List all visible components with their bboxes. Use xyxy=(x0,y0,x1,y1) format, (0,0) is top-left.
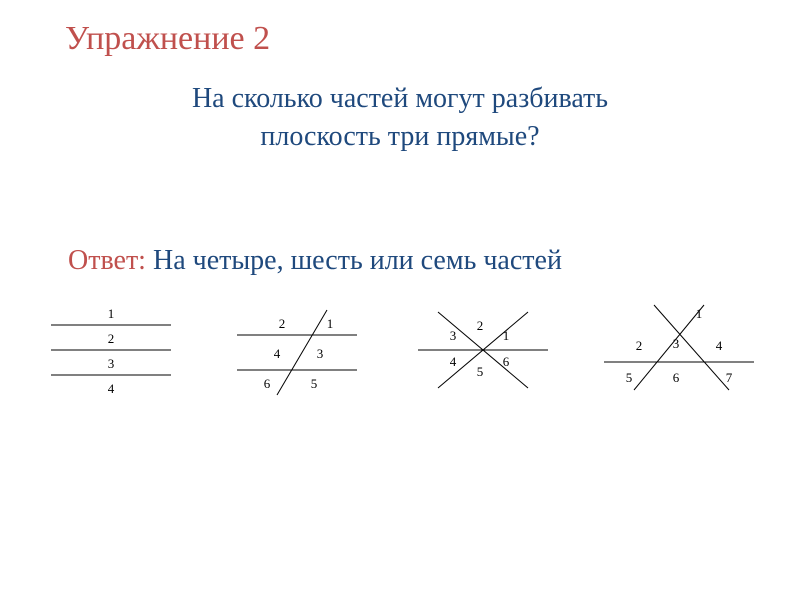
svg-text:1: 1 xyxy=(503,328,510,343)
answer-label: Ответ: xyxy=(68,245,146,276)
svg-text:4: 4 xyxy=(450,354,457,369)
diagrams-row: 1 2 3 4 1 2 3 4 5 6 1 2 3 4 5 6 1 2 3 4 5 6 7 xyxy=(0,300,800,400)
svg-text:2: 2 xyxy=(108,331,115,346)
diagram-3: 1 2 3 4 5 6 xyxy=(408,300,558,400)
svg-text:3: 3 xyxy=(317,346,324,361)
answer-line: Ответ: На четыре, шесть или семь частей xyxy=(68,245,562,277)
svg-text:2: 2 xyxy=(477,318,484,333)
svg-text:1: 1 xyxy=(327,316,334,331)
svg-text:4: 4 xyxy=(716,338,723,353)
svg-text:7: 7 xyxy=(726,370,733,385)
svg-text:3: 3 xyxy=(108,356,115,371)
svg-text:6: 6 xyxy=(503,354,510,369)
svg-text:2: 2 xyxy=(636,338,643,353)
svg-text:3: 3 xyxy=(673,336,680,351)
diagram-2: 1 2 3 4 5 6 xyxy=(222,300,372,400)
question-text: На сколько частей могут разбивать плоско… xyxy=(0,80,800,156)
svg-text:1: 1 xyxy=(696,306,703,321)
svg-text:6: 6 xyxy=(264,376,271,391)
svg-text:4: 4 xyxy=(274,346,281,361)
svg-text:2: 2 xyxy=(279,316,286,331)
question-line-1: На сколько частей могут разбивать xyxy=(192,83,608,114)
svg-text:1: 1 xyxy=(108,306,115,321)
svg-text:6: 6 xyxy=(673,370,680,385)
exercise-title: Упражнение 2 xyxy=(65,20,270,58)
answer-text: На четыре, шесть или семь частей xyxy=(153,245,562,276)
svg-text:5: 5 xyxy=(626,370,633,385)
question-line-2: плоскость три прямые? xyxy=(260,121,539,152)
svg-text:3: 3 xyxy=(450,328,457,343)
svg-text:4: 4 xyxy=(108,381,115,396)
diagram-4: 1 2 3 4 5 6 7 xyxy=(594,300,764,400)
svg-text:5: 5 xyxy=(477,364,484,379)
diagram-1: 1 2 3 4 xyxy=(36,300,186,400)
svg-text:5: 5 xyxy=(311,376,318,391)
